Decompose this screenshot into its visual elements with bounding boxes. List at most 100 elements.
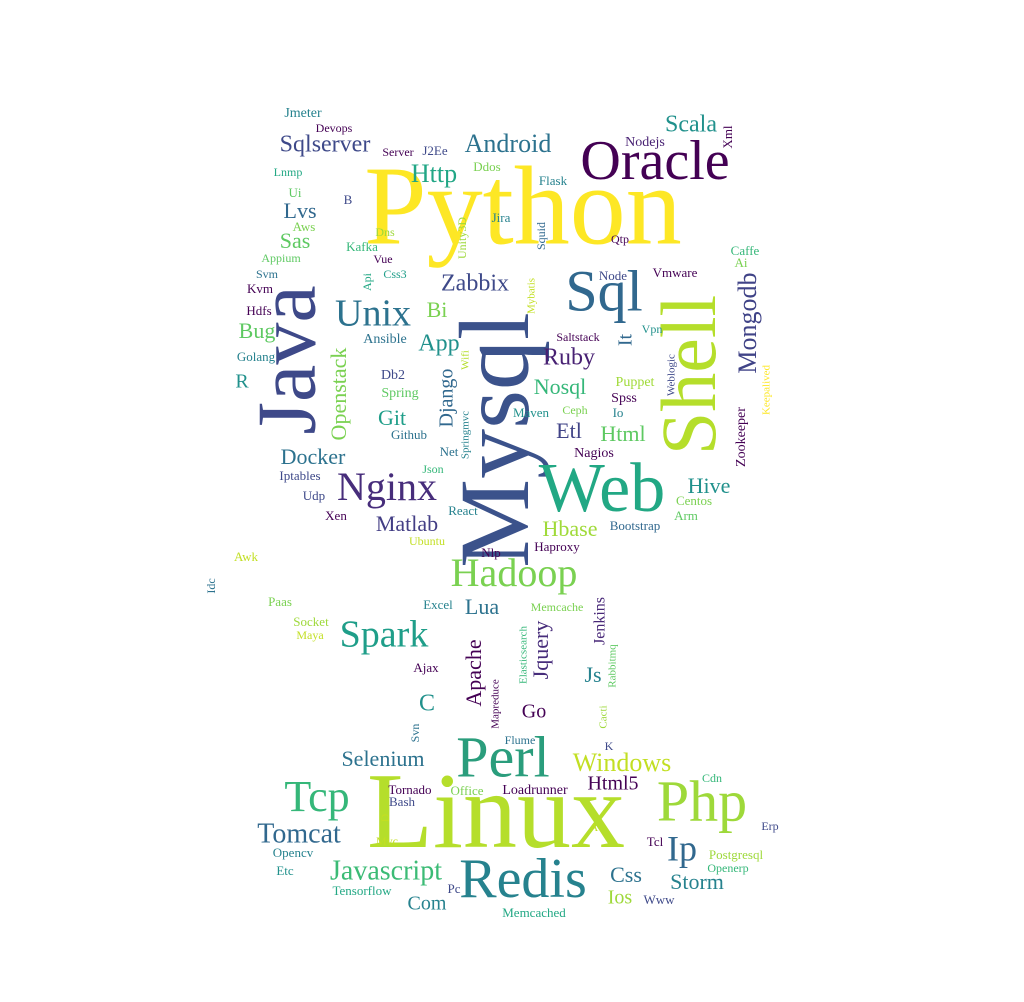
word-js: Js [584, 662, 601, 687]
word-cacti: Cacti [598, 705, 610, 728]
word-spss: Spss [611, 391, 637, 406]
word-tornado: Tornado [388, 782, 431, 797]
word-oracle: Oracle [580, 130, 729, 192]
word-mapreduce: Mapreduce [490, 679, 502, 729]
word-io: Io [613, 405, 624, 420]
word-lua: Lua [465, 594, 499, 619]
word-php: Php [657, 768, 747, 833]
word-squid: Squid [534, 222, 548, 250]
word-jmeter: Jmeter [284, 106, 322, 121]
word-net: Net [440, 444, 459, 459]
word-docker: Docker [281, 444, 346, 469]
word-tcl: Tcl [647, 834, 664, 849]
word-ios: Ios [608, 887, 633, 909]
word-bootstrap: Bootstrap [610, 518, 661, 533]
word-haproxy: Haproxy [534, 539, 580, 554]
word-java: Java [240, 285, 333, 434]
word-openstack: Openstack [326, 348, 351, 441]
word-openerp: Openerp [707, 861, 748, 875]
word-loadrunner: Loadrunner [502, 783, 568, 798]
word-keepalived: Keepalived [761, 364, 773, 415]
word-ui: Ui [289, 185, 302, 200]
word-ai: Ai [735, 255, 748, 270]
word-shell: Shell [645, 295, 732, 455]
word-bash: Bash [389, 794, 416, 809]
word-zabbix: Zabbix [441, 271, 509, 297]
word-lnmp: Lnmp [274, 165, 303, 179]
word-puppet: Puppet [616, 375, 655, 390]
word-ajax: Ajax [413, 660, 439, 675]
word-memcache: Memcache [531, 600, 584, 614]
word-python: Python [364, 145, 681, 269]
word-k: K [605, 739, 614, 753]
word-html: Html [600, 421, 645, 446]
word-ruby: Ruby [543, 345, 595, 371]
word-r: R [235, 371, 249, 393]
word-http: Http [411, 159, 457, 188]
word-db2: Db2 [381, 368, 405, 383]
word-jquery: Jquery [528, 621, 553, 680]
word-ip: Ip [667, 828, 697, 868]
word-nlp: Nlp [481, 545, 501, 560]
word-opencv: Opencv [273, 845, 314, 860]
word-ansible: Ansible [363, 332, 407, 347]
word-d: D [378, 813, 392, 822]
word-django: Django [436, 369, 458, 428]
word-nodejs: Nodejs [625, 135, 665, 150]
word-paas: Paas [268, 594, 292, 609]
word-office: Office [451, 783, 484, 798]
word-rabbitmq: Rabbitmq [607, 644, 619, 688]
word-xen: Xen [325, 508, 347, 523]
word-kafka: Kafka [346, 239, 378, 254]
word-excel: Excel [423, 597, 453, 612]
word-devops: Devops [316, 121, 353, 135]
word-zookeeper: Zookeeper [734, 407, 749, 467]
word-it: It [615, 333, 637, 346]
word-awk: Awk [234, 549, 259, 564]
word-react: React [448, 503, 478, 518]
word-hive: Hive [688, 473, 731, 498]
word-mvc: Mvc [376, 834, 398, 848]
word-socket: Socket [293, 614, 329, 629]
word-arm: Arm [674, 508, 698, 523]
word-memcached: Memcached [502, 905, 566, 920]
word-weblogic: Weblogic [666, 354, 678, 396]
word-ubuntu: Ubuntu [409, 534, 445, 548]
word-jira: Jira [492, 210, 511, 225]
word-golang: Golang [237, 349, 276, 364]
word-erp: Erp [761, 819, 778, 833]
word-appium: Appium [261, 251, 301, 265]
word-sqlserver: Sqlserver [280, 132, 371, 158]
word-css: Css [610, 862, 642, 887]
word-server: Server [382, 145, 413, 159]
word-javascript: Javascript [330, 855, 442, 886]
word-spark: Spark [340, 614, 429, 656]
word-iptables: Iptables [279, 468, 320, 483]
word-kvm: Kvm [247, 281, 273, 296]
word-springmvc: Springmvc [460, 411, 472, 459]
word-aws: Aws [293, 219, 316, 234]
word-app: App [418, 331, 459, 357]
word-flume: Flume [505, 733, 536, 747]
word-storm: Storm [670, 869, 724, 894]
word-hadoop: Hadoop [451, 550, 578, 595]
word-j2ee: J2Ee [422, 143, 448, 158]
word-c: C [419, 691, 435, 717]
word-linux: Linux [367, 752, 625, 871]
word-wifi: Wifi [460, 350, 472, 370]
word-idc: Idc [204, 578, 218, 593]
word-apache: Apache [461, 639, 486, 706]
word-scala: Scala [665, 112, 717, 138]
word-a: A [590, 820, 599, 834]
word-git: Git [378, 405, 406, 430]
word-vue: Vue [373, 252, 392, 266]
word-vmware: Vmware [653, 265, 698, 280]
word-matlab: Matlab [376, 511, 438, 536]
word-vpn: Vpn [642, 322, 663, 336]
word-b: B [344, 192, 353, 207]
word-api: Api [360, 272, 374, 291]
word-flask: Flask [539, 173, 568, 188]
word-sql: Sql [565, 258, 642, 323]
word-hbase: Hbase [543, 516, 598, 541]
